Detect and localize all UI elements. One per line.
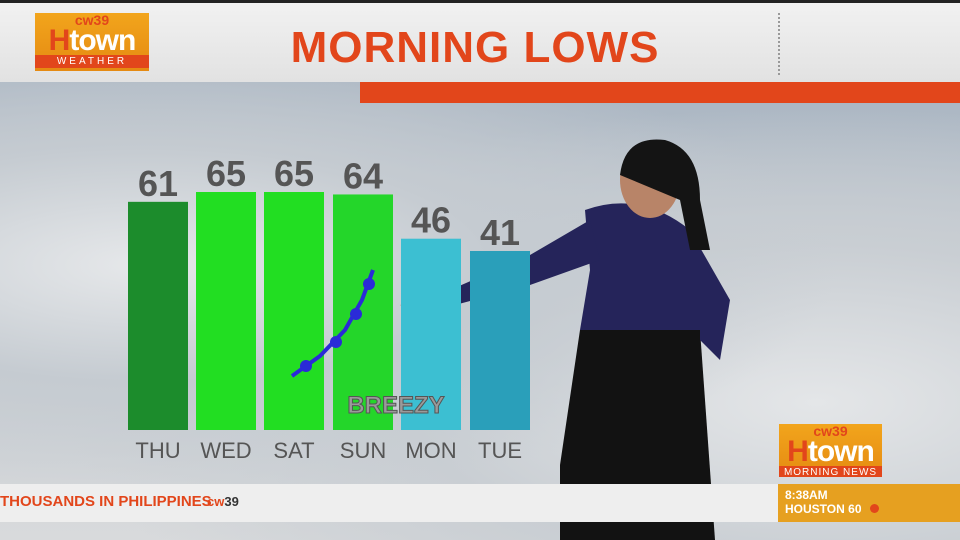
bar-wed bbox=[196, 192, 256, 430]
logo-brand: Htown bbox=[787, 435, 875, 468]
value-label: 46 bbox=[411, 200, 451, 241]
clock-city: HOUSTON bbox=[785, 502, 845, 516]
front-marker bbox=[300, 360, 312, 372]
category-label: SUN bbox=[340, 438, 386, 463]
divider bbox=[778, 13, 780, 75]
logo-sub: MORNING NEWS bbox=[779, 466, 882, 477]
bar-mon bbox=[401, 238, 461, 430]
htown-weather-logo: cw39 Htown WEATHER bbox=[35, 13, 149, 71]
ticker-logo-num: 39 bbox=[224, 494, 239, 509]
logo-network: cw39 bbox=[74, 13, 110, 28]
page-title: MORNING LOWS bbox=[290, 23, 660, 72]
bar-thu bbox=[128, 201, 188, 430]
clock-temp: 60 bbox=[848, 502, 862, 516]
logo-brand: Htown bbox=[48, 24, 137, 57]
category-label: SAT bbox=[273, 438, 314, 463]
bar-sat bbox=[264, 192, 324, 430]
news-ticker: THOUSANDS IN PHILIPPINES cw39 bbox=[0, 484, 778, 522]
front-marker bbox=[350, 308, 362, 320]
category-label: TUE bbox=[478, 438, 522, 463]
value-label: 65 bbox=[274, 153, 314, 194]
value-label: 64 bbox=[343, 155, 383, 196]
bar-sun bbox=[333, 194, 393, 430]
category-label: MON bbox=[405, 438, 456, 463]
ticker-headline: THOUSANDS IN PHILIPPINES bbox=[0, 493, 212, 510]
header-bar: MORNING LOWS bbox=[0, 0, 960, 82]
category-label: THU bbox=[135, 438, 180, 463]
time-temp-box: 8:38AM HOUSTON 60 bbox=[778, 484, 960, 522]
value-label: 65 bbox=[206, 153, 246, 194]
value-label: 41 bbox=[480, 212, 520, 253]
live-dot-icon bbox=[869, 504, 879, 513]
logo-sub: WEATHER bbox=[35, 55, 149, 68]
breezy-annotation: BREEZY bbox=[347, 392, 444, 419]
bar-tue bbox=[470, 250, 530, 430]
accent-strip bbox=[360, 82, 960, 103]
clock-weather: HOUSTON 60 bbox=[785, 502, 960, 516]
value-label: 61 bbox=[138, 163, 178, 204]
clock-time: 8:38AM bbox=[785, 488, 828, 502]
front-marker bbox=[363, 278, 375, 290]
category-label: WED bbox=[200, 438, 251, 463]
htown-morning-news-logo: cw39 Htown MORNING NEWS bbox=[779, 424, 882, 477]
ticker-logo-cw: cw bbox=[207, 494, 225, 509]
front-marker bbox=[330, 336, 342, 348]
logo-network: cw39 bbox=[813, 424, 848, 439]
ticker-logo: cw39 bbox=[207, 494, 239, 509]
